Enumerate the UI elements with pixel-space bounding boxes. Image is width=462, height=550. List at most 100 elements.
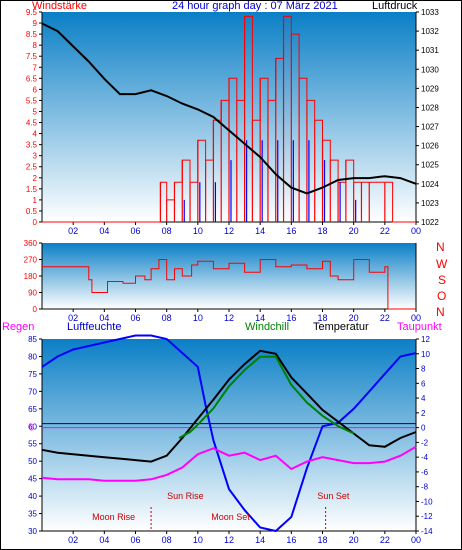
- luftdruck-label: Luftdruck: [372, 0, 418, 12]
- wind-direction-x-tick-label: 20: [349, 313, 359, 323]
- climate-y-left-tick-label: 45: [28, 475, 37, 484]
- wind-pressure-y-left-tick-label: 4.5: [26, 119, 38, 128]
- climate-y-right-tick-label: 8: [421, 365, 426, 374]
- wind-direction-y-left-tick-label: 0: [33, 305, 38, 314]
- wind-direction-x-tick-label: 10: [193, 313, 203, 323]
- wind-pressure-x-tick-label: 16: [286, 226, 296, 236]
- climate-y-right-tick-label: -14: [421, 527, 433, 536]
- climate-x-tick-label: 06: [130, 535, 140, 545]
- zero-marker-label: 0: [29, 423, 34, 433]
- wind-pressure-x-tick-label: 14: [255, 226, 265, 236]
- wind-pressure-x-tick-label: 02: [68, 226, 78, 236]
- wind-direction-x-tick-label: 02: [68, 313, 78, 323]
- wind-direction-x-tick-label: 18: [317, 313, 327, 323]
- wind-pressure-y-left-tick-label: 1.5: [26, 185, 38, 194]
- wind-direction-line: [42, 259, 416, 310]
- climate-x-tick-label: 12: [224, 535, 234, 545]
- climate-x-tick-label: 10: [193, 535, 203, 545]
- wind-pressure-x-tick-label: 00: [411, 226, 421, 236]
- regen-label: Regen: [2, 321, 35, 333]
- sun-set-label: Sun Set: [317, 491, 350, 501]
- wind-pressure-y-left-tick-label: 1: [33, 196, 38, 205]
- wind-pressure-y-left-tick-label: 4: [33, 130, 38, 139]
- wind-pressure-x-tick-label: 06: [130, 226, 140, 236]
- wind-pressure-y-right-tick-label: 1028: [421, 103, 439, 112]
- climate-x-tick-label: 22: [380, 535, 390, 545]
- wind-direction-y-left-tick-label: 270: [24, 256, 38, 265]
- compass-w: W: [436, 257, 448, 271]
- climate-y-right-tick-label: -8: [421, 483, 429, 492]
- climate-x-tick-label: 14: [255, 535, 265, 545]
- climate-y-right-tick-label: -2: [421, 438, 429, 447]
- sun-rise-label: Sun Rise: [167, 491, 204, 501]
- temperatur-label: Temperatur: [313, 321, 369, 333]
- dewpoint-line: [41, 445, 417, 482]
- climate-x-tick-label: 20: [349, 535, 359, 545]
- wind-pressure-y-right-tick-label: 1026: [421, 142, 439, 151]
- climate-x-tick-label: 18: [317, 535, 327, 545]
- wind-direction-y-left-tick-label: 180: [24, 272, 38, 281]
- climate-y-right-tick-label: 0: [421, 424, 426, 433]
- climate-y-right-tick-label: -10: [421, 497, 433, 506]
- climate-x-tick-label: 08: [162, 535, 172, 545]
- climate-plot-bg: [42, 339, 416, 531]
- wind-direction-x-tick-label: 22: [380, 313, 390, 323]
- wind-pressure-y-left-tick-label: 6: [33, 85, 38, 94]
- moon-set-label: Moon Set: [211, 512, 250, 522]
- compass-n-bottom: N: [436, 305, 445, 319]
- wind-pressure-y-left-tick-label: 9: [33, 19, 38, 28]
- windchill-label: Windchill: [245, 321, 290, 333]
- pressure-line: [41, 22, 417, 195]
- wind-pressure-y-left-tick-label: 2.5: [26, 163, 38, 172]
- moon-rise-label: Moon Rise: [92, 512, 135, 522]
- climate-y-left-tick-label: 55: [28, 440, 37, 449]
- climate-y-left-tick-label: 85: [28, 335, 37, 344]
- climate-x-tick-label: 16: [286, 535, 296, 545]
- wind-pressure-y-left-tick-label: 8: [33, 41, 38, 50]
- compass-o: O: [437, 289, 447, 303]
- climate-y-left-tick-label: 80: [28, 352, 37, 361]
- wind-pressure-y-left-tick-label: 0: [33, 218, 38, 227]
- wind-direction-x-tick-label: 12: [224, 313, 234, 323]
- wind-pressure-x-tick-label: 12: [224, 226, 234, 236]
- wind-pressure-x-tick-label: 20: [349, 226, 359, 236]
- wind-pressure-x-tick-label: 18: [317, 226, 327, 236]
- wind-pressure-y-right-tick-label: 1030: [421, 65, 439, 74]
- climate-x-tick-label: 02: [68, 535, 78, 545]
- climate-y-left-tick-label: 35: [28, 510, 37, 519]
- wind-direction-x-tick-label: 04: [99, 313, 109, 323]
- wind-direction-x-tick-label: 16: [286, 313, 296, 323]
- climate-y-right-tick-label: 4: [421, 394, 426, 403]
- wind-direction-x-tick-label: 00: [411, 313, 421, 323]
- climate-y-right-tick-label: 10: [421, 350, 430, 359]
- climate-y-left-tick-label: 30: [28, 527, 37, 536]
- wind-pressure-y-right-tick-label: 1027: [421, 123, 439, 132]
- chart-title: 24 hour graph day : 07 März 2021: [172, 0, 338, 12]
- humidity-line: [41, 334, 417, 533]
- compass-s: S: [438, 273, 447, 287]
- wind-pressure-y-left-tick-label: 3.5: [26, 141, 38, 150]
- climate-y-right-tick-label: 2: [421, 409, 426, 418]
- compass-n-top: N: [436, 240, 445, 254]
- climate-y-right-tick-label: -12: [421, 512, 433, 521]
- wind-pressure-x-tick-label: 04: [99, 226, 109, 236]
- wind-direction-y-left-tick-label: 360: [24, 239, 38, 248]
- climate-y-left-tick-label: 75: [28, 370, 37, 379]
- wind-pressure-y-left-tick-label: 5: [33, 107, 38, 116]
- climate-y-right-tick-label: 6: [421, 379, 426, 388]
- climate-y-right-tick-label: -6: [421, 468, 429, 477]
- wind-pressure-y-left-tick-label: 7.5: [26, 52, 38, 61]
- wind-pressure-y-left-tick-label: 6.5: [26, 74, 38, 83]
- wind-speed-line: [42, 15, 416, 223]
- wind-pressure-y-left-tick-label: 3: [33, 152, 38, 161]
- wind-pressure-x-tick-label: 22: [380, 226, 390, 236]
- wind-pressure-y-left-tick-label: 5.5: [26, 96, 38, 105]
- luftfeuchte-label: Luftfeuchte: [67, 321, 122, 333]
- wind-pressure-y-right-tick-label: 1032: [421, 27, 439, 36]
- climate-y-left-tick-label: 60: [28, 422, 37, 431]
- climate-x-tick-label: 04: [99, 535, 109, 545]
- wind-pressure-y-left-tick-label: 7: [33, 63, 38, 72]
- wind-direction-plot-bg: [42, 243, 416, 309]
- wind-pressure-y-right-tick-label: 1033: [421, 8, 439, 17]
